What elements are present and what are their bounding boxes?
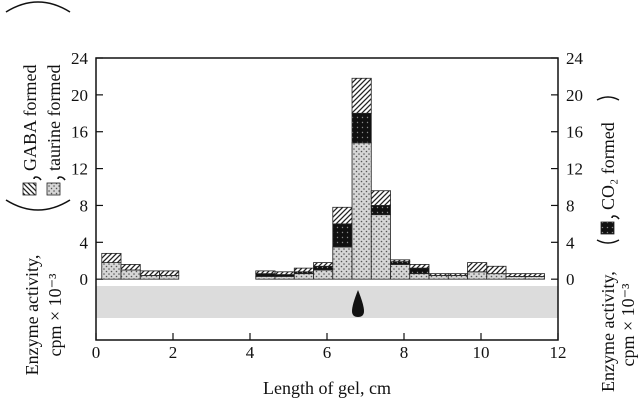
bar-segment <box>410 274 429 280</box>
y2-tick-label: 24 <box>566 49 584 68</box>
bar-segment <box>333 247 352 279</box>
paren <box>597 97 619 100</box>
chart: Length of gel, cm Enzyme activity, cpm ×… <box>0 0 638 401</box>
x-tick-label: 6 <box>323 343 332 362</box>
x-tick-label: 8 <box>400 343 409 362</box>
bar-segment <box>256 271 275 274</box>
bar-segment <box>525 276 544 279</box>
y2-tick-label: 8 <box>566 196 575 215</box>
bar-segment <box>256 274 275 277</box>
bar-segment <box>314 270 333 279</box>
bar-segment <box>487 274 506 280</box>
y-tick-label: 4 <box>80 233 89 252</box>
comma <box>34 177 41 180</box>
x-tick-label: 10 <box>473 343 490 362</box>
bar-segment <box>294 274 313 280</box>
bar-segment <box>391 264 410 279</box>
bar-segment <box>525 274 544 277</box>
legend-label: taurine formed <box>44 65 64 171</box>
y-tick-label: 8 <box>80 196 89 215</box>
bar-segment <box>121 270 140 279</box>
y2-tick-label: 4 <box>566 233 575 252</box>
bar-segment <box>275 276 294 279</box>
y2-tick-label: 12 <box>566 160 583 179</box>
bar-segment <box>352 113 371 142</box>
bar-segment <box>468 272 487 279</box>
legend-swatch <box>47 183 60 195</box>
bar-segment <box>121 264 140 270</box>
bar-segment <box>371 191 390 206</box>
bar-segment <box>410 264 429 268</box>
bar-segment <box>275 272 294 275</box>
paren <box>6 2 70 12</box>
y-axis-label: Enzyme activity, cpm × 10⁻³ taurine form… <box>6 2 70 375</box>
x-tick-label: 12 <box>550 343 567 362</box>
paren <box>597 240 619 243</box>
comma <box>612 216 619 219</box>
y2-label-line: Enzyme activity, <box>598 271 618 392</box>
y-label-line: cpm × 10⁻³ <box>45 273 65 357</box>
bar-segment <box>160 275 179 279</box>
y2-tick-label: 0 <box>566 270 575 289</box>
legend-label: CO₂ formed <box>598 122 618 210</box>
bar-segment <box>333 207 352 224</box>
bar-segment <box>448 275 467 279</box>
legend-swatch <box>601 222 614 234</box>
y-tick-label: 0 <box>80 270 89 289</box>
paren <box>6 200 70 210</box>
bar-segment <box>352 143 371 279</box>
bar-segment <box>429 275 448 279</box>
bar-segment <box>506 276 525 279</box>
bar-segment <box>429 274 448 276</box>
bar-segment <box>448 274 467 276</box>
y2-label-line: cpm × 10⁻³ <box>618 283 638 367</box>
bar-segment <box>160 271 179 276</box>
bar-segment <box>391 262 410 265</box>
legend-swatch <box>23 183 36 195</box>
bar-segment <box>391 260 410 262</box>
y2-tick-label: 20 <box>566 86 583 105</box>
bar-segment <box>333 224 352 247</box>
x-tick-label: 0 <box>92 343 101 362</box>
y2-tick-label: 16 <box>566 123 583 142</box>
bar-segment <box>314 266 333 270</box>
bar-segment <box>371 215 390 280</box>
bar-segment <box>487 266 506 273</box>
bar-segment <box>468 263 487 272</box>
x-axis-label: Length of gel, cm <box>263 378 391 398</box>
gel-band <box>96 286 558 318</box>
y-label-line: Enzyme activity, <box>22 255 42 376</box>
bar-segment <box>314 263 333 267</box>
y2-axis-label: Enzyme activity, cpm × 10⁻³ CO₂ formed <box>597 97 638 392</box>
bar-segment <box>371 205 390 214</box>
comma <box>58 177 65 180</box>
y-tick-label: 24 <box>71 49 89 68</box>
legend-label: GABA formed <box>20 65 40 172</box>
bar-segment <box>140 271 159 276</box>
x-tick-label: 2 <box>169 343 178 362</box>
bar-segment <box>410 268 429 274</box>
y-tick-label: 20 <box>71 86 88 105</box>
bar-segment <box>506 274 525 277</box>
y-tick-label: 16 <box>71 123 88 142</box>
bar-segment <box>102 263 121 280</box>
bar-segment <box>294 268 313 272</box>
bar-segment <box>256 276 275 279</box>
bar-segment <box>140 275 159 279</box>
bar-segment <box>102 253 121 262</box>
y-tick-label: 12 <box>71 160 88 179</box>
bar-segment <box>352 78 371 113</box>
x-tick-label: 4 <box>246 343 255 362</box>
